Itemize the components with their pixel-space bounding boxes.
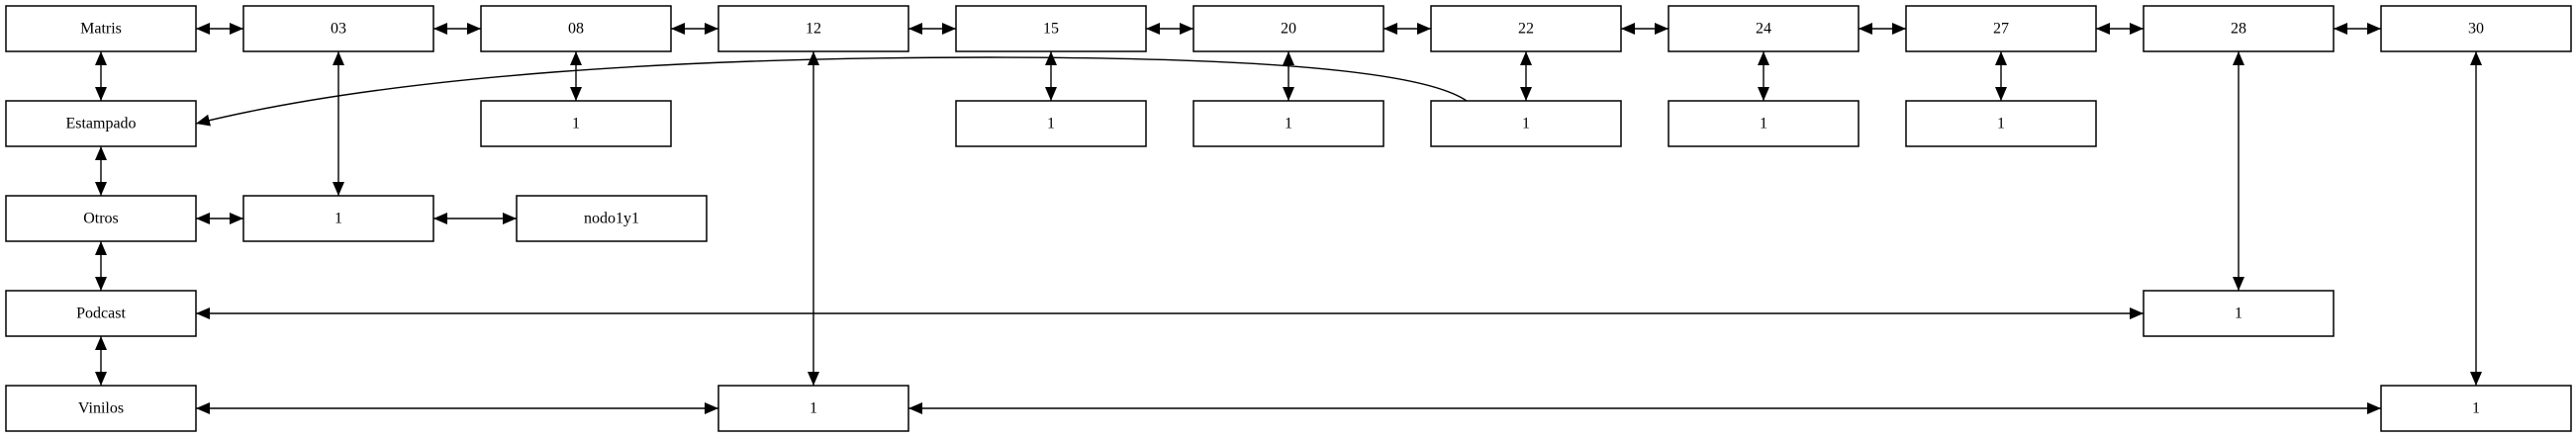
node-c24: 24 — [1668, 5, 1860, 52]
node-c30: 30 — [2380, 5, 2572, 52]
edges-layer — [95, 23, 2482, 414]
node-nodo1y1: nodo1y1 — [516, 195, 708, 242]
node-box — [1430, 100, 1622, 147]
node-box — [5, 385, 197, 432]
node-vinilos: Vinilos — [5, 385, 197, 432]
node-box — [2143, 290, 2335, 337]
node-c03: 03 — [242, 5, 434, 52]
node-label: 1 — [2235, 306, 2242, 322]
node-box — [717, 385, 909, 432]
node-label: 03 — [331, 21, 346, 38]
node-v28: 1 — [2143, 290, 2335, 337]
node-label: Podcast — [76, 306, 126, 322]
node-c20: 20 — [1193, 5, 1384, 52]
node-box — [1668, 5, 1860, 52]
node-v03: 1 — [242, 195, 434, 242]
node-box — [480, 100, 672, 147]
nodes-layer: Matris 03 08 12 15 20 22 24 27 28 30 Estampado Otros… — [5, 5, 2572, 432]
node-box — [5, 290, 197, 337]
node-label: 30 — [2468, 21, 2484, 38]
node-box — [2380, 385, 2572, 432]
node-label: Otros — [83, 211, 119, 227]
node-label: Estampado — [65, 116, 136, 132]
node-v30: 1 — [2380, 385, 2572, 432]
node-label: 1 — [1522, 116, 1530, 132]
node-v12: 1 — [717, 385, 909, 432]
node-label: Vinilos — [78, 400, 124, 417]
node-label: 1 — [1760, 116, 1767, 132]
node-label: 1 — [572, 116, 580, 132]
node-box — [5, 195, 197, 242]
node-box — [5, 5, 197, 52]
node-box — [955, 100, 1147, 147]
node-label: 1 — [810, 400, 817, 417]
node-box — [955, 5, 1147, 52]
node-v22: 1 — [1430, 100, 1622, 147]
node-c27: 27 — [1905, 5, 2097, 52]
node-box — [1905, 5, 2097, 52]
node-label: 08 — [568, 21, 584, 38]
node-v08: 1 — [480, 100, 672, 147]
node-v20: 1 — [1193, 100, 1384, 147]
node-podcast: Podcast — [5, 290, 197, 337]
node-label: 1 — [1285, 116, 1292, 132]
node-label: 15 — [1043, 21, 1059, 38]
node-label: 12 — [806, 21, 821, 38]
node-box — [242, 5, 434, 52]
node-label: nodo1y1 — [584, 211, 639, 227]
node-label: Matris — [80, 21, 122, 38]
node-box — [2380, 5, 2572, 52]
node-box — [242, 195, 434, 242]
node-label: 1 — [1047, 116, 1055, 132]
node-box — [2143, 5, 2335, 52]
node-box — [1430, 5, 1622, 52]
node-box — [1193, 5, 1384, 52]
node-v15: 1 — [955, 100, 1147, 147]
node-box — [1668, 100, 1860, 147]
node-box — [480, 5, 672, 52]
node-label: 1 — [334, 211, 342, 227]
node-label: 27 — [1993, 21, 2009, 38]
node-v27: 1 — [1905, 100, 2097, 147]
node-c08: 08 — [480, 5, 672, 52]
node-estampado: Estampado — [5, 100, 197, 147]
node-label: 24 — [1756, 21, 1771, 38]
node-box — [1905, 100, 2097, 147]
node-box — [1193, 100, 1384, 147]
node-box — [516, 195, 708, 242]
node-c15: 15 — [955, 5, 1147, 52]
node-box — [717, 5, 909, 52]
node-c12: 12 — [717, 5, 909, 52]
edge-v22-estampado — [195, 56, 1468, 127]
node-matris: Matris — [5, 5, 197, 52]
node-v24: 1 — [1668, 100, 1860, 147]
node-otros: Otros — [5, 195, 197, 242]
node-label: 1 — [1997, 116, 2005, 132]
node-box — [5, 100, 197, 147]
node-c28: 28 — [2143, 5, 2335, 52]
node-label: 28 — [2231, 21, 2246, 38]
node-label: 22 — [1518, 21, 1534, 38]
node-label: 1 — [2472, 400, 2480, 417]
node-label: 20 — [1281, 21, 1296, 38]
node-c22: 22 — [1430, 5, 1622, 52]
